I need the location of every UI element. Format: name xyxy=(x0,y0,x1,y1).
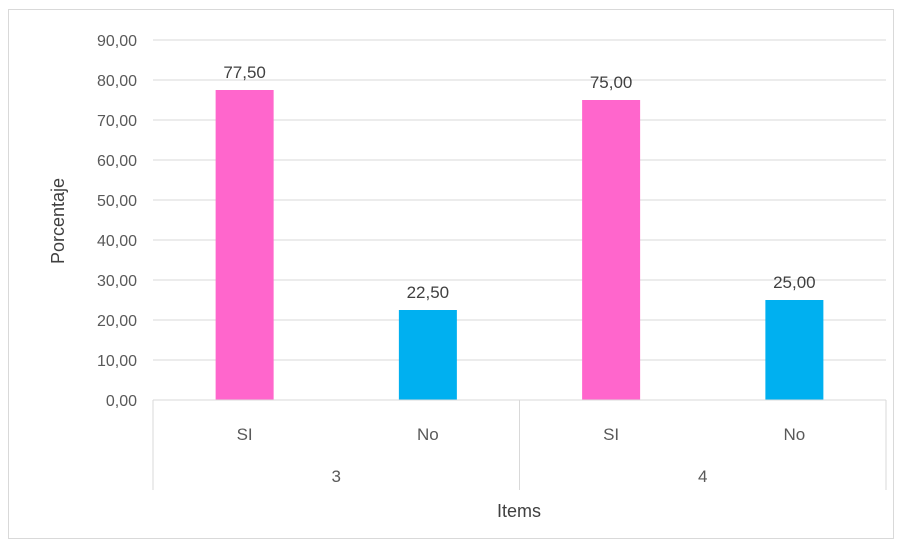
bar xyxy=(582,100,641,400)
data-labels: 77,50 22,50 75,00 25,00 xyxy=(223,63,815,302)
y-axis-ticks: 0,00 10,00 20,00 30,00 40,00 50,00 60,00 70,00 8… xyxy=(97,33,137,410)
y-tick-label: 70,00 xyxy=(97,113,137,130)
y-tick-label: 80,00 xyxy=(97,73,137,90)
y-tick-label: 20,00 xyxy=(97,313,137,330)
bar xyxy=(765,300,824,400)
data-label: 77,50 xyxy=(223,63,266,82)
y-axis-title: Porcentaje xyxy=(48,178,68,264)
y-tick-label: 90,00 xyxy=(97,33,137,50)
gridlines xyxy=(153,39,886,361)
y-tick-label: 40,00 xyxy=(97,233,137,250)
bars xyxy=(215,90,824,400)
y-tick-label: 0,00 xyxy=(106,393,137,410)
x-category-label: SI xyxy=(237,425,253,444)
y-tick-label: 50,00 xyxy=(97,193,137,210)
x-category-label: No xyxy=(417,425,439,444)
y-tick-label: 60,00 xyxy=(97,153,137,170)
x-group-label: 4 xyxy=(698,467,707,486)
x-group-label: 3 xyxy=(332,467,341,486)
bar xyxy=(215,90,274,400)
x-axis-title: Items xyxy=(497,501,541,521)
x-category-label: SI xyxy=(603,425,619,444)
x-category-label: No xyxy=(784,425,806,444)
data-label: 25,00 xyxy=(773,273,816,292)
chart-frame xyxy=(8,9,894,539)
bar xyxy=(398,310,457,400)
data-label: 75,00 xyxy=(590,73,633,92)
data-label: 22,50 xyxy=(407,283,450,302)
y-tick-label: 10,00 xyxy=(97,353,137,370)
y-tick-label: 30,00 xyxy=(97,273,137,290)
x-axis: SI No 3 SI No 4 xyxy=(152,399,887,490)
